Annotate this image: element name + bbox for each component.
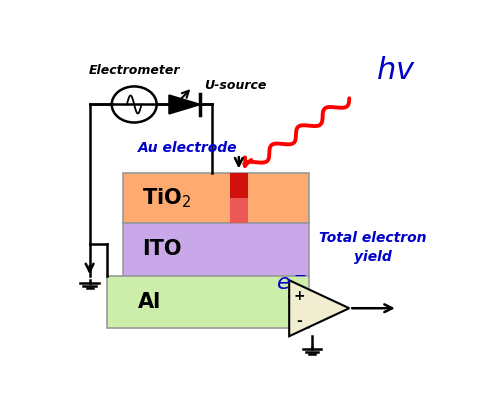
Bar: [122, 173, 308, 223]
Text: TiO$_2$: TiO$_2$: [142, 186, 191, 210]
Bar: [122, 223, 308, 276]
Text: $hv$: $hv$: [376, 56, 416, 85]
Text: ITO: ITO: [142, 239, 182, 259]
Polygon shape: [169, 95, 200, 114]
Text: Total electron
yield: Total electron yield: [319, 231, 426, 264]
Text: Au electrode: Au electrode: [138, 141, 237, 155]
Text: U-source: U-source: [204, 79, 266, 92]
Polygon shape: [289, 280, 349, 336]
Text: $e^-$: $e^-$: [276, 274, 306, 294]
Text: +: +: [293, 288, 304, 303]
Text: Electrometer: Electrometer: [88, 64, 180, 77]
Bar: [107, 276, 308, 328]
Bar: [230, 198, 248, 223]
Bar: [230, 173, 248, 223]
Text: -: -: [296, 314, 302, 328]
Text: Al: Al: [138, 292, 162, 312]
